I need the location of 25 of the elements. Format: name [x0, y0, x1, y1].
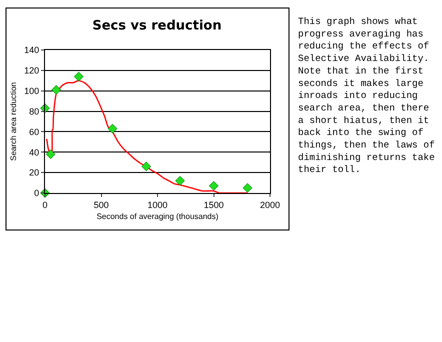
x-tick-label: 0	[42, 200, 48, 210]
y-tick-label: 100	[24, 86, 40, 96]
y-tick-label: 40	[29, 147, 40, 158]
point	[175, 176, 185, 186]
point	[208, 181, 219, 191]
x-tick-label: 2000	[260, 200, 280, 210]
y-tick-label: 0	[34, 188, 40, 198]
y-tick-label: 120	[24, 66, 40, 76]
point	[51, 85, 62, 95]
point	[74, 72, 84, 82]
point	[46, 149, 56, 159]
x-tick-label: 1500	[204, 200, 224, 210]
text: This graph shows what progress averaging has reducing the effects of Selective Availability. Note that in the first seconds it makes large inroads into reducing search area, then there a short hiatus, then it back into the swing of things, then the laws of diminishing returns take their toll.	[298, 16, 435, 176]
point	[141, 162, 152, 172]
y-tick-label: 80	[29, 106, 40, 116]
y-tick-label: 60	[29, 126, 40, 137]
point	[108, 124, 118, 134]
point	[242, 183, 252, 193]
x-axis-title: Seconds of averaging (thousands)	[96, 212, 219, 221]
y-tick-label: 140	[24, 45, 40, 56]
chart-title: Secs vs reduction	[92, 18, 222, 34]
y-axis-title: Search area reduction	[8, 82, 18, 161]
x-tick-label: 1000	[147, 200, 168, 210]
y-tick-label: 20	[29, 168, 40, 178]
x-tick-label: 500	[94, 200, 109, 210]
